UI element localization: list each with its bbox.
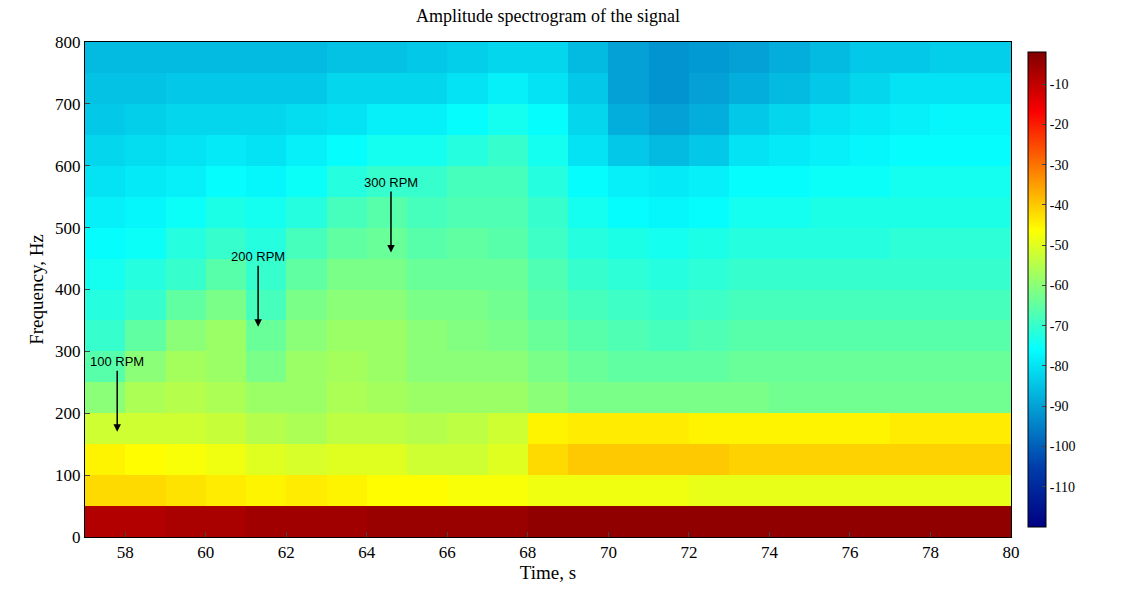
svg-text:58: 58 [117,543,134,562]
svg-text:200: 200 [55,404,81,423]
svg-text:Time, s: Time, s [520,562,576,583]
svg-text:64: 64 [358,543,376,562]
svg-text:300: 300 [55,342,81,361]
svg-text:-90: -90 [1050,399,1069,414]
svg-text:-40: -40 [1050,198,1069,213]
svg-text:78: 78 [922,543,939,562]
svg-text:62: 62 [278,543,295,562]
svg-text:700: 700 [55,95,81,114]
svg-text:-20: -20 [1050,117,1069,132]
svg-text:60: 60 [197,543,214,562]
svg-text:66: 66 [439,543,456,562]
svg-text:500: 500 [55,219,81,238]
svg-text:200 RPM: 200 RPM [231,249,285,264]
svg-text:400: 400 [55,280,81,299]
svg-text:600: 600 [55,157,81,176]
svg-text:-80: -80 [1050,359,1069,374]
svg-text:72: 72 [680,543,697,562]
svg-text:-10: -10 [1050,77,1069,92]
svg-text:-30: -30 [1050,158,1069,173]
svg-text:300 RPM: 300 RPM [364,175,418,190]
svg-text:80: 80 [1003,543,1020,562]
svg-text:74: 74 [761,543,779,562]
svg-text:70: 70 [600,543,617,562]
svg-text:0: 0 [72,528,81,547]
svg-text:76: 76 [841,543,858,562]
svg-text:100 RPM: 100 RPM [90,354,144,369]
svg-text:-110: -110 [1050,480,1075,495]
svg-text:-100: -100 [1050,439,1076,454]
svg-text:-50: -50 [1050,238,1069,253]
svg-text:800: 800 [55,33,81,52]
svg-text:Frequency, Hz: Frequency, Hz [26,234,47,345]
svg-text:-70: -70 [1050,319,1069,334]
svg-text:100: 100 [55,466,81,485]
svg-text:68: 68 [519,543,536,562]
svg-text:Amplitude spectrogram of the s: Amplitude spectrogram of the signal [416,6,680,26]
svg-text:-60: -60 [1050,278,1069,293]
